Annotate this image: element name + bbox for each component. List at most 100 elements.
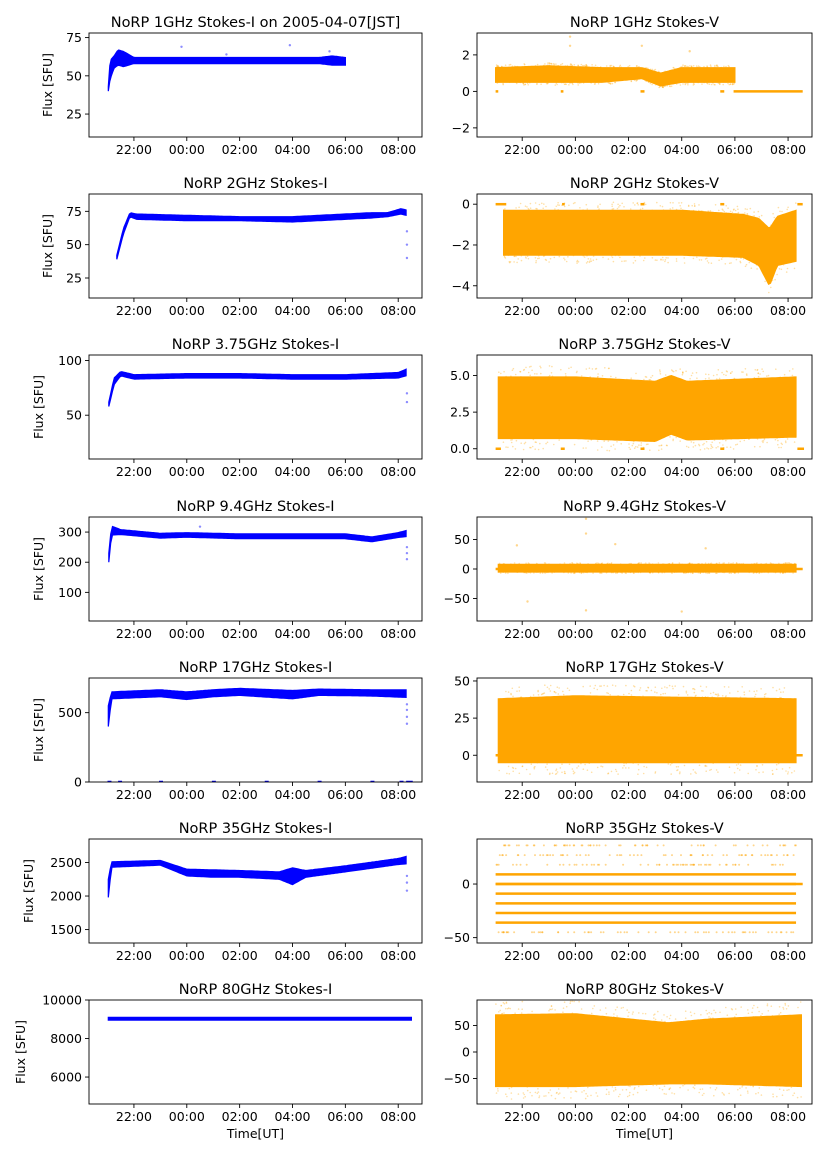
data-point [572,83,574,86]
data-point [793,441,796,443]
data-point [709,1087,712,1089]
x-tick-label: 22:00 [116,464,152,479]
plot-area [495,1000,802,1100]
data-point [764,563,766,565]
data-point [601,446,603,448]
data-point [585,203,588,206]
data-point [738,863,741,866]
data-point [684,931,687,934]
data-point [497,931,500,934]
data-point [723,562,725,564]
data-point [742,213,745,216]
data-point [640,442,643,444]
data-point [536,1092,539,1095]
data-point [628,1011,630,1014]
data-point [739,1094,742,1096]
data-point [763,693,766,696]
data-point [744,265,747,268]
data-point [559,854,562,857]
data-point [773,216,776,219]
data-point [546,769,549,771]
data-point [590,863,593,866]
data-point [658,86,660,89]
x-tick-label: 00:00 [557,464,593,479]
data-point [636,79,638,82]
data-point [553,443,555,446]
data-point [705,440,708,443]
data-point [521,1008,523,1010]
data-point [549,257,552,260]
data-point [735,562,738,564]
data-point [515,207,517,209]
data-point [689,854,692,857]
data-point [737,763,740,765]
x-tick-label: 02:00 [611,1109,647,1124]
data-point [704,696,707,698]
data-point [794,562,796,565]
data-point [536,373,538,375]
data-point [782,1008,785,1010]
x-tick-label: 06:00 [717,303,753,318]
data-point [745,263,748,266]
data-point [628,446,630,449]
data-point [555,205,558,208]
data-point [633,685,636,688]
data-point [657,562,660,564]
data-point [743,439,746,442]
data-point [684,863,687,866]
data-point [543,254,546,257]
data-point [570,1097,572,1099]
data-point [548,64,550,66]
data-point [642,1012,644,1015]
data-point [703,65,705,68]
data-point [716,373,718,376]
data-point [689,854,692,857]
data-point [768,291,770,294]
data-point [690,773,692,775]
data-point [654,931,657,934]
data-point [737,572,740,574]
data-point [715,1087,718,1089]
data-band [495,65,736,87]
data-point [586,769,589,771]
data-point [672,370,675,373]
data-point [647,687,650,689]
data-point [731,82,734,85]
data-point [690,374,693,377]
data-point [692,82,695,84]
data-point [721,371,723,374]
data-point [582,447,585,449]
y-tick-label: 0.0 [450,441,470,456]
data-point [507,446,509,449]
data-point [747,772,749,775]
data-point [536,83,538,86]
x-tick-label: 06:00 [717,787,753,802]
data-point [662,85,665,87]
data-point [637,763,640,766]
data-point [679,440,681,442]
data-point [669,201,672,204]
data-point [636,446,639,448]
data-point [765,1084,768,1087]
data-point [513,255,516,257]
data-point [647,81,650,83]
data-point [718,863,721,866]
data-point [692,209,695,212]
data-point [630,562,632,565]
data-point [741,1084,744,1087]
data-point [662,86,665,89]
data-point [685,571,688,574]
data-point [531,1094,533,1097]
data-point [791,374,794,377]
data-point [629,208,632,210]
data-point [718,259,720,262]
data-point [500,1004,503,1007]
data-point [711,446,714,449]
data-point [735,562,738,564]
data-point [748,438,750,441]
data-point [496,82,499,84]
data-point [539,931,542,934]
data-point [706,66,708,68]
data-point [697,81,699,84]
